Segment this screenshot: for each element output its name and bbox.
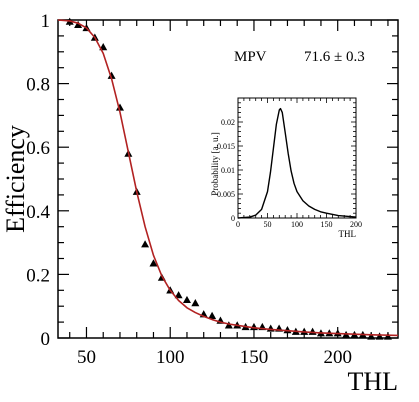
inset-series-layer [237, 107, 357, 219]
y-tick-label: 0.2 [26, 265, 50, 286]
data-point [191, 299, 200, 307]
x-tick-label: 200 [323, 347, 352, 368]
data-point [308, 327, 317, 335]
x-tick-label: 50 [264, 220, 272, 229]
x-tick-label: 150 [321, 220, 333, 229]
x-tick-label: 50 [77, 347, 96, 368]
y-tick-label: 0 [41, 329, 51, 350]
inset-x-axis-title: THL [339, 229, 357, 239]
data-point [74, 20, 83, 28]
data-point [115, 103, 124, 111]
mpv-label: MPV [234, 49, 267, 65]
series-line [57, 19, 399, 337]
data-point [249, 322, 258, 331]
data-point [208, 311, 217, 319]
data-point [266, 324, 275, 332]
inset-frame [237, 97, 357, 219]
y-tick-label: 0.015 [217, 142, 235, 151]
y-tick-label: 0.005 [217, 190, 235, 199]
x-tick-label: 0 [236, 220, 240, 229]
data-point [182, 295, 191, 304]
x-tick-label: 100 [156, 347, 185, 368]
data-point [383, 332, 392, 340]
y-tick-label: 0.01 [221, 166, 235, 175]
y-tick-label: 1 [41, 11, 51, 32]
data-point [174, 291, 183, 299]
data-point [283, 326, 292, 334]
y-tick-label: 0.8 [26, 75, 50, 96]
y-tick-label: 0.6 [26, 138, 50, 159]
y-tick-label: 0 [231, 214, 235, 223]
data-point [149, 259, 158, 267]
x-tick-label: 100 [291, 220, 303, 229]
y-tick-label: 0.02 [221, 118, 235, 127]
main-series-layer [57, 17, 399, 340]
main-tick-labels: 50 100 150 200 0 0.2 0.4 0.6 0.8 1 [26, 11, 352, 368]
data-point [141, 240, 150, 248]
x-tick-label: 150 [240, 347, 269, 368]
x-axis-title: THL [347, 367, 398, 396]
mpv-value: 71.6 ± 0.3 [304, 49, 365, 65]
data-point [107, 71, 116, 79]
inset-y-axis-title: Probability [a. u.] [210, 132, 220, 196]
y-axis-title: Efficiency [1, 125, 30, 233]
x-tick-label: 200 [350, 220, 362, 229]
data-point [224, 321, 233, 329]
inset-tick-labels: 0 50 100 150 200 0 0.005 0.01 0.015 0.02 [217, 118, 362, 229]
series-line [237, 107, 357, 219]
data-point [375, 332, 384, 340]
data-point [367, 332, 376, 340]
y-tick-label: 0.4 [26, 202, 50, 223]
